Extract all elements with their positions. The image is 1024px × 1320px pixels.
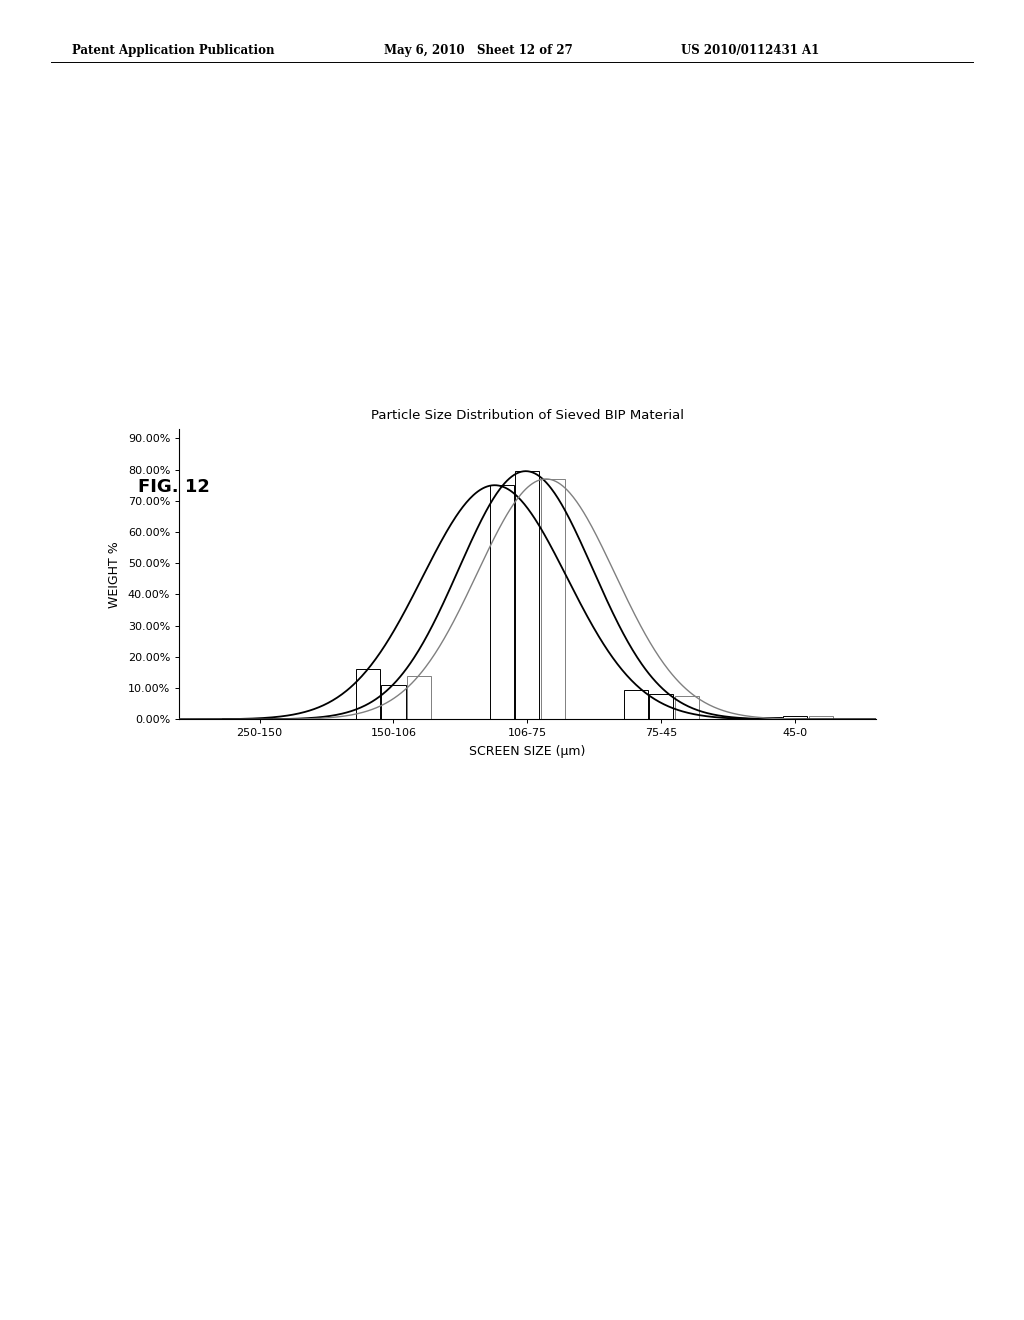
Bar (675, 696, 698, 719)
Bar (809, 717, 833, 719)
X-axis label: SCREEN SIZE (μm): SCREEN SIZE (μm) (469, 746, 586, 759)
Bar (624, 690, 648, 719)
Bar (649, 694, 674, 719)
Bar (381, 685, 406, 719)
Text: Patent Application Publication: Patent Application Publication (72, 44, 274, 57)
Text: May 6, 2010   Sheet 12 of 27: May 6, 2010 Sheet 12 of 27 (384, 44, 572, 57)
Bar (758, 717, 781, 719)
Y-axis label: WEIGHT %: WEIGHT % (108, 541, 121, 607)
Bar (541, 479, 565, 719)
Bar (515, 471, 540, 719)
Text: FIG. 12: FIG. 12 (138, 478, 210, 496)
Title: Particle Size Distribution of Sieved BIP Material: Particle Size Distribution of Sieved BIP… (371, 409, 684, 422)
Bar (783, 715, 807, 719)
Text: US 2010/0112431 A1: US 2010/0112431 A1 (681, 44, 819, 57)
Bar (407, 676, 431, 719)
Bar (489, 486, 514, 719)
Bar (356, 669, 380, 719)
